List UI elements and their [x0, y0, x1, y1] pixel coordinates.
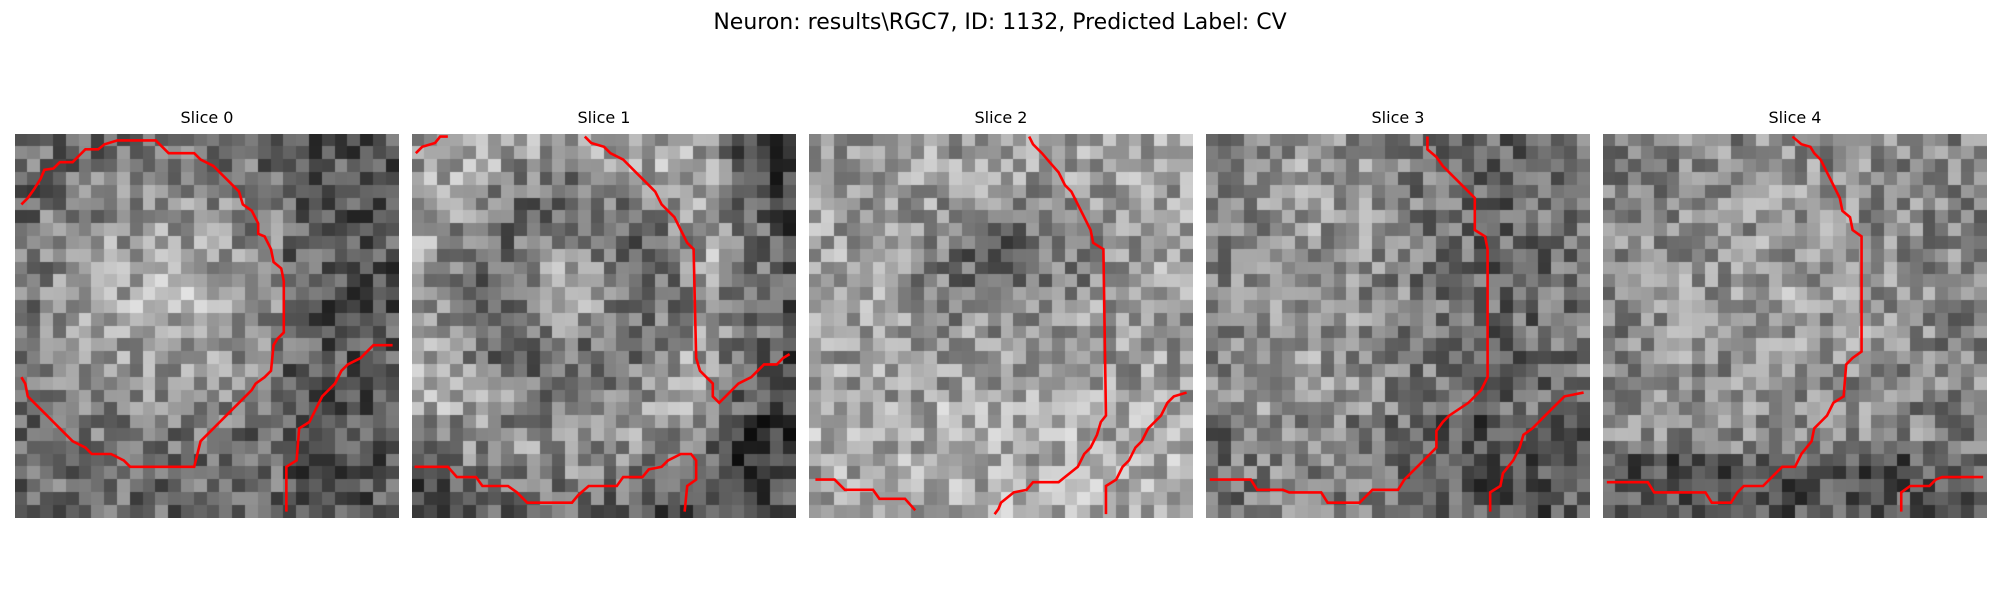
slice-image-1: [412, 134, 796, 518]
slice-title-0: Slice 0: [180, 108, 234, 127]
contour-overlay-1: [412, 134, 796, 518]
contour-overlay-0: [15, 134, 399, 518]
slice-title-4: Slice 4: [1768, 108, 1822, 127]
contour-line: [1210, 137, 1488, 503]
contour-line: [1607, 137, 1862, 503]
slice-panel-0: Slice 0: [15, 108, 399, 518]
contour-overlay-4: [1603, 134, 1987, 518]
slice-title-3: Slice 3: [1371, 108, 1425, 127]
contour-overlay-3: [1206, 134, 1590, 518]
contour-line: [416, 137, 448, 154]
slice-image-2: [809, 134, 1193, 518]
slice-title-1: Slice 1: [577, 108, 631, 127]
slice-panel-1: Slice 1: [412, 108, 796, 128]
slice-title-2: Slice 2: [974, 108, 1028, 127]
slice-image-0: [15, 134, 399, 518]
contour-line: [415, 454, 697, 512]
slice-image-3: [1206, 134, 1590, 518]
slice-image-4: [1603, 134, 1987, 518]
contour-line: [1901, 477, 1983, 512]
slice-panel-3: Slice 3: [1206, 108, 1590, 128]
contour-line: [1490, 393, 1583, 512]
contour-overlay-2: [809, 134, 1193, 518]
contour-line: [1106, 393, 1187, 515]
contour-line: [815, 480, 915, 511]
figure-title: Neuron: results\RGC7, ID: 1132, Predicte…: [713, 10, 1287, 35]
contour-line: [21, 140, 283, 466]
slice-panel-4: Slice 4: [1603, 108, 1987, 128]
contour-line: [286, 345, 392, 511]
slice-panel-2: Slice 2: [809, 108, 1193, 128]
contour-line: [585, 137, 790, 403]
contour-line: [995, 137, 1106, 515]
